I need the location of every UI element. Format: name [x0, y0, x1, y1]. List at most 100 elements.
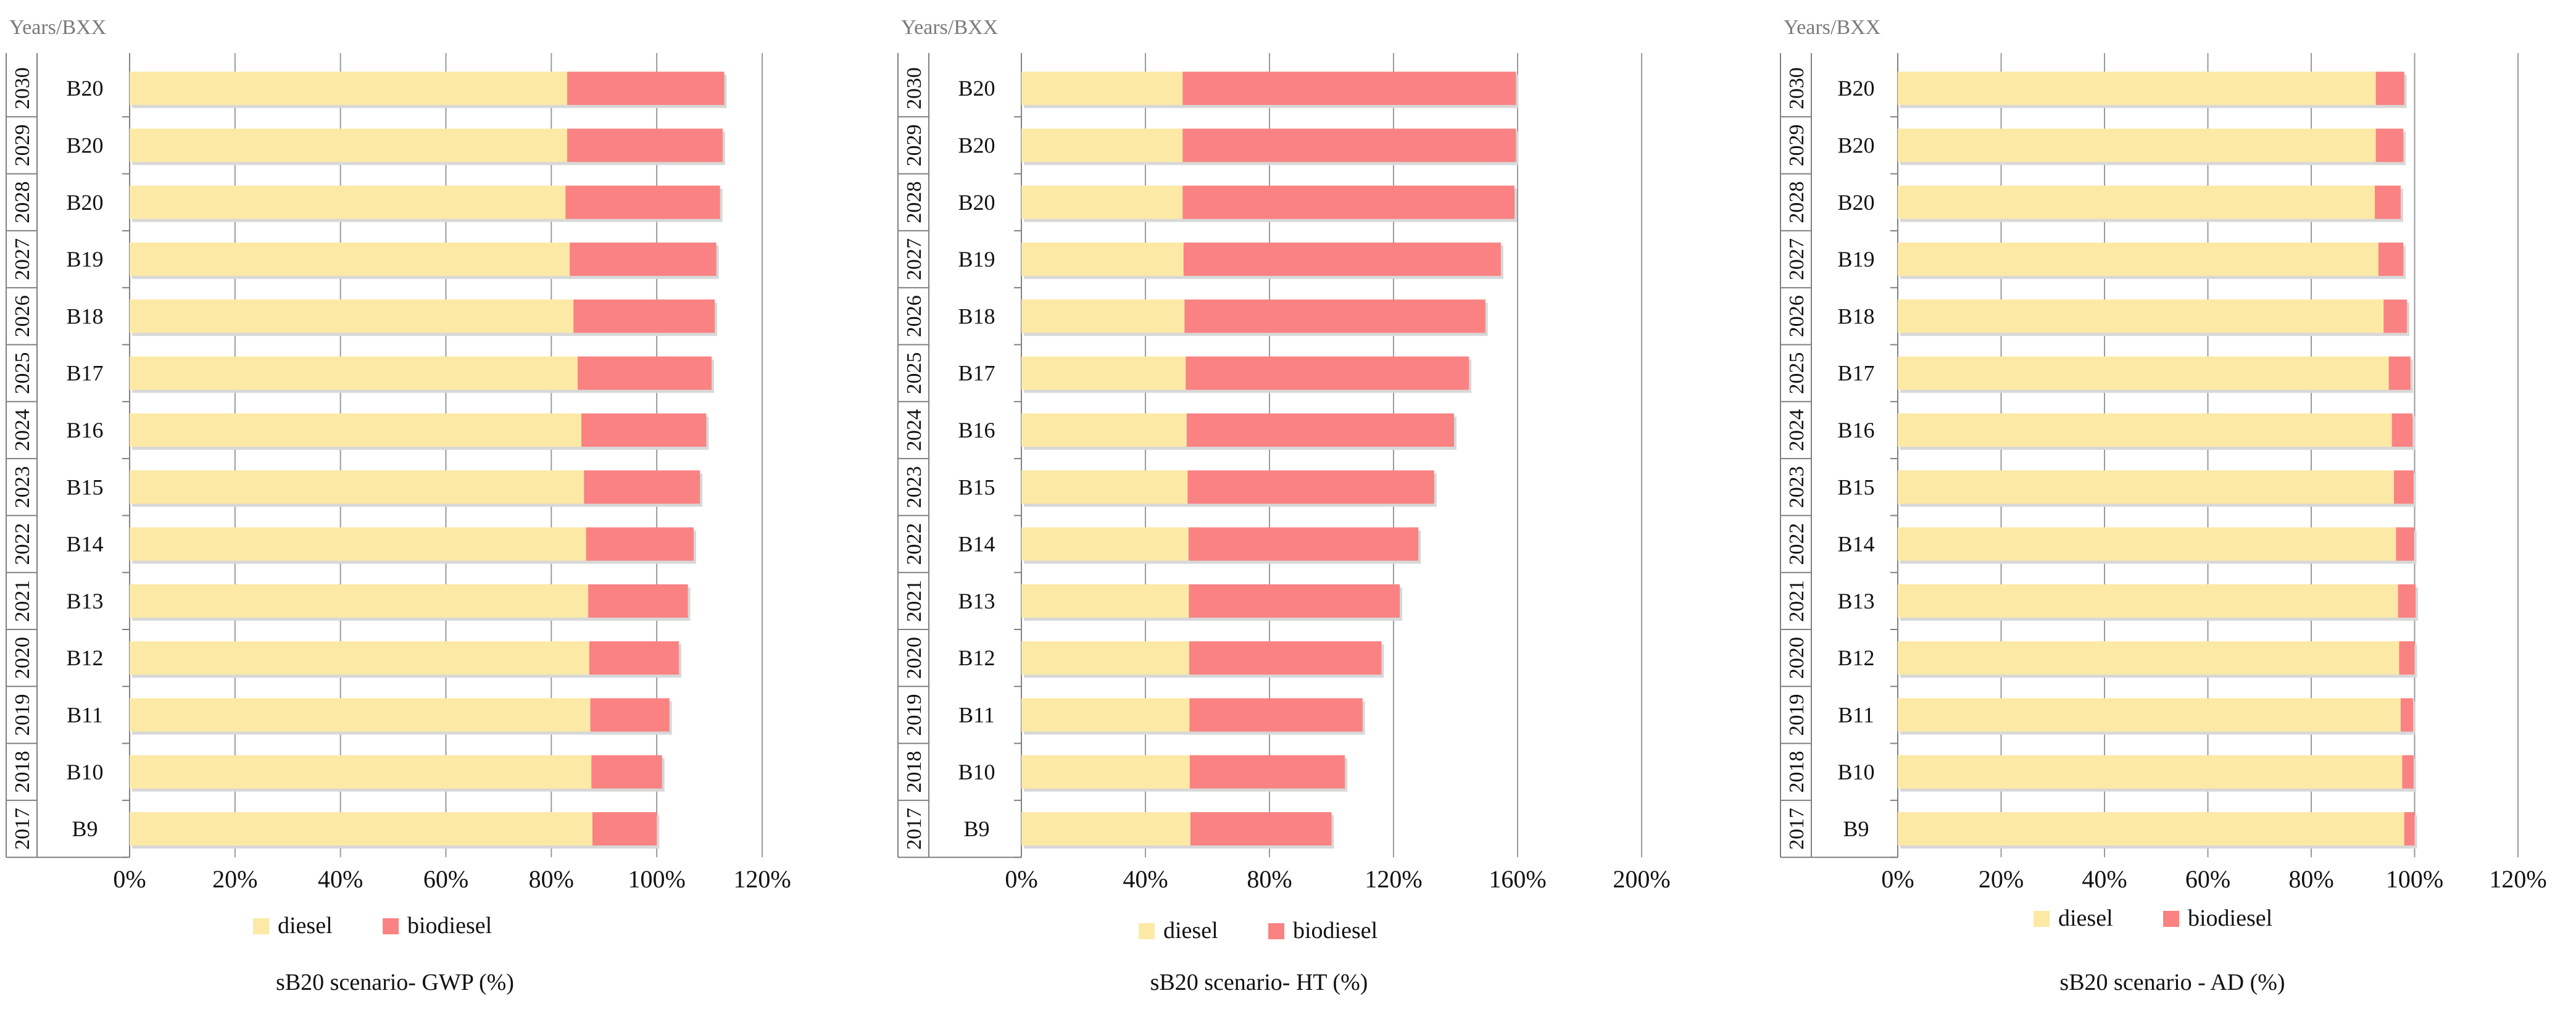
- bar-biodiesel: [1187, 470, 1434, 504]
- x-tick-label: 80%: [2288, 865, 2333, 893]
- category-label: B11: [1838, 702, 1874, 727]
- legend-label-biodiesel: biodiesel: [407, 913, 492, 939]
- year-label: 2025: [1785, 352, 1808, 394]
- category-label: B20: [1837, 133, 1874, 157]
- legend-label-diesel: diesel: [2058, 905, 2113, 931]
- bar-diesel: [1898, 413, 2392, 447]
- x-tick-label: 20%: [212, 865, 257, 893]
- year-label: 2022: [903, 523, 926, 565]
- category-label: B10: [66, 760, 103, 784]
- bar-diesel: [1898, 470, 2394, 504]
- bar-biodiesel: [2400, 698, 2413, 732]
- bar-biodiesel: [586, 527, 694, 561]
- bar-biodiesel: [565, 185, 720, 219]
- bar-diesel: [1021, 356, 1186, 390]
- bar-biodiesel: [1182, 128, 1516, 162]
- x-tick-label: 60%: [423, 865, 468, 893]
- bar-biodiesel: [2396, 527, 2414, 561]
- legend-swatch-biodiesel: [1268, 923, 1284, 939]
- bar-biodiesel: [567, 72, 725, 106]
- year-label: 2027: [1785, 238, 1808, 280]
- bar-diesel: [1021, 72, 1183, 106]
- category-label: B14: [66, 532, 103, 557]
- x-tick-label: 160%: [1489, 865, 1546, 893]
- x-tick-label: 40%: [1123, 865, 1168, 893]
- legend-swatch-diesel: [2034, 911, 2050, 927]
- category-label: B19: [958, 247, 995, 272]
- bar-biodiesel: [573, 299, 715, 333]
- bar-diesel: [130, 243, 570, 276]
- bar-diesel: [130, 413, 582, 447]
- year-label: 2019: [903, 694, 926, 736]
- year-label: 2018: [11, 751, 34, 793]
- corner-label: Years/BXX: [1784, 16, 1880, 39]
- bar-diesel: [130, 128, 567, 162]
- year-label: 2027: [11, 238, 34, 280]
- x-tick-label: 20%: [1979, 865, 2024, 893]
- bar-diesel: [1021, 755, 1190, 789]
- bar-biodiesel: [2402, 755, 2414, 789]
- x-tick-label: 40%: [318, 865, 363, 893]
- category-label: B20: [66, 76, 103, 101]
- bar-biodiesel: [584, 470, 700, 504]
- bar-diesel: [1021, 299, 1185, 333]
- category-label: B15: [958, 475, 995, 499]
- category-label: B9: [963, 816, 989, 841]
- bar-biodiesel: [2375, 128, 2404, 162]
- category-label: B15: [66, 475, 103, 499]
- bar-diesel: [1021, 527, 1189, 561]
- bar-diesel: [1898, 812, 2404, 846]
- year-label: 2024: [903, 409, 926, 451]
- year-label: 2023: [903, 466, 926, 508]
- bar-diesel: [1021, 185, 1183, 219]
- bar-biodiesel: [1188, 527, 1419, 561]
- x-tick-label: 100%: [2386, 865, 2443, 893]
- bar-biodiesel: [581, 413, 707, 447]
- bar-biodiesel: [2398, 584, 2416, 618]
- category-label: B18: [66, 304, 103, 328]
- category-label: B13: [1837, 589, 1874, 613]
- year-label: 2020: [903, 637, 926, 679]
- bar-diesel: [1021, 243, 1184, 276]
- bar-biodiesel: [1186, 356, 1469, 390]
- year-label: 2021: [11, 580, 34, 622]
- year-label: 2021: [903, 580, 926, 622]
- category-label: B12: [958, 645, 995, 670]
- bar-biodiesel: [2404, 812, 2415, 846]
- x-tick-label: 40%: [2082, 865, 2127, 893]
- bar-diesel: [1898, 698, 2401, 732]
- category-label: B16: [66, 418, 103, 442]
- bar-biodiesel: [2375, 185, 2401, 219]
- bar-diesel: [1898, 185, 2375, 219]
- category-label: B17: [958, 361, 995, 386]
- category-label: B19: [1837, 247, 1874, 272]
- chart-title: sB20 scenario- HT (%): [1150, 969, 1368, 995]
- year-label: 2029: [903, 124, 926, 166]
- chart-title: sB20 scenario - AD (%): [2059, 969, 2285, 995]
- year-label: 2026: [903, 295, 926, 337]
- bar-biodiesel: [1182, 185, 1514, 219]
- x-tick-label: 120%: [1365, 865, 1422, 893]
- bar-biodiesel: [2391, 413, 2413, 447]
- bar-biodiesel: [567, 128, 723, 162]
- year-label: 2023: [1785, 466, 1808, 508]
- year-label: 2029: [1785, 124, 1808, 166]
- year-label: 2025: [11, 352, 34, 394]
- legend-swatch-biodiesel: [383, 918, 399, 934]
- bar-diesel: [1021, 413, 1187, 447]
- category-label: B10: [1837, 760, 1874, 784]
- category-label: B20: [1837, 190, 1874, 215]
- category-label: B20: [958, 133, 995, 157]
- legend-label-biodiesel: biodiesel: [2188, 905, 2272, 931]
- bar-biodiesel: [589, 641, 679, 675]
- year-label: 2026: [1785, 295, 1808, 337]
- bar-biodiesel: [2394, 470, 2414, 504]
- x-tick-label: 80%: [529, 865, 574, 893]
- corner-label: Years/BXX: [9, 16, 106, 39]
- bar-diesel: [1021, 641, 1189, 675]
- year-label: 2030: [11, 67, 34, 109]
- x-tick-label: 120%: [2489, 865, 2546, 893]
- bar-biodiesel: [2383, 299, 2407, 333]
- bar-diesel: [1021, 812, 1190, 846]
